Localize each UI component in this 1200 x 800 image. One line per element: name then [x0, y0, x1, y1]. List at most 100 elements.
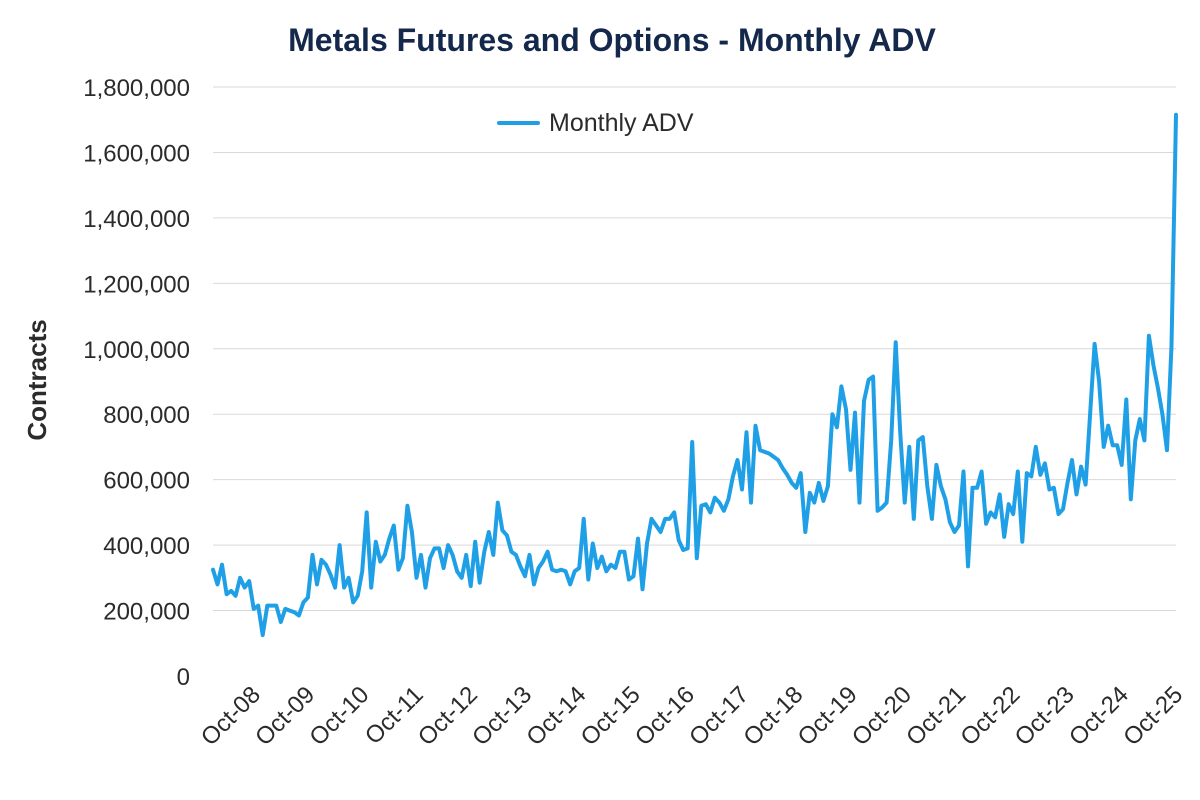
data-point [1038, 473, 1042, 477]
data-point [396, 568, 400, 572]
data-point [921, 435, 925, 439]
data-point [799, 471, 803, 475]
data-point [369, 586, 373, 590]
y-tick-label: 800,000 [103, 402, 190, 429]
data-point [609, 563, 613, 567]
data-point [564, 569, 568, 573]
data-point [1106, 424, 1110, 428]
data-point [342, 586, 346, 590]
data-point [523, 574, 527, 578]
data-point [1070, 458, 1074, 462]
data-point [424, 586, 428, 590]
data-point [1061, 507, 1065, 511]
data-point [668, 517, 672, 521]
data-point [867, 378, 871, 382]
data-point [758, 448, 762, 452]
y-tick-label: 1,800,000 [83, 75, 190, 102]
data-point [496, 501, 500, 505]
x-tick-label: Oct-15 [576, 681, 646, 751]
data-point [301, 600, 305, 604]
data-point [740, 488, 744, 492]
data-point [392, 524, 396, 528]
data-point [211, 568, 215, 572]
data-point [645, 542, 649, 546]
data-point [686, 546, 690, 550]
data-point [292, 610, 296, 614]
data-point [745, 430, 749, 434]
data-point [930, 517, 934, 521]
data-point [966, 564, 970, 568]
data-point [650, 517, 654, 521]
data-point [754, 424, 758, 428]
data-point [1093, 342, 1097, 346]
data-point [595, 566, 599, 570]
data-point [641, 587, 645, 591]
data-point [898, 430, 902, 434]
data-point [478, 581, 482, 585]
x-tick-label: Oct-17 [684, 681, 754, 751]
data-point [894, 340, 898, 344]
data-point [1020, 540, 1024, 544]
data-point [518, 564, 522, 568]
data-point [279, 620, 283, 624]
data-point [957, 524, 961, 528]
data-point [473, 540, 477, 544]
legend: Monthly ADV [497, 109, 694, 137]
data-point [849, 468, 853, 472]
data-point [247, 579, 251, 583]
data-point [858, 501, 862, 505]
data-point [419, 553, 423, 557]
data-point [428, 556, 432, 560]
data-point [1097, 380, 1101, 384]
data-point [790, 481, 794, 485]
data-point [1034, 445, 1038, 449]
series-line-monthly-adv [211, 112, 1178, 638]
data-point [989, 510, 993, 514]
data-point [880, 506, 884, 510]
data-point [401, 556, 405, 560]
data-point [677, 538, 681, 542]
data-point [939, 484, 943, 488]
data-point [1075, 492, 1079, 496]
x-tick-label: Oct-19 [793, 681, 863, 751]
data-point [537, 566, 541, 570]
data-point [767, 452, 771, 456]
data-point [487, 530, 491, 534]
data-point [636, 537, 640, 541]
data-point [618, 550, 622, 554]
data-point [500, 528, 504, 532]
data-point [311, 553, 315, 557]
data-point [781, 466, 785, 470]
data-point [568, 582, 572, 586]
x-tick-label: Oct-18 [738, 681, 808, 751]
data-point [541, 560, 545, 564]
data-point [329, 573, 333, 577]
data-point [306, 596, 310, 600]
data-point [265, 604, 269, 608]
data-point [844, 407, 848, 411]
data-point [826, 484, 830, 488]
data-point [1111, 443, 1115, 447]
data-point [378, 560, 382, 564]
data-point [270, 604, 274, 608]
data-point [315, 582, 319, 586]
data-point [1025, 471, 1029, 475]
data-point [600, 555, 604, 559]
data-point [442, 566, 446, 570]
data-point [451, 553, 455, 557]
data-point [1011, 512, 1015, 516]
data-point [1002, 535, 1006, 539]
data-point [1129, 497, 1133, 501]
data-point [817, 481, 821, 485]
data-point [654, 524, 658, 528]
data-point [871, 375, 875, 379]
data-point [713, 496, 717, 500]
data-point [229, 589, 233, 593]
y-tick-label: 400,000 [103, 533, 190, 560]
data-point [1066, 481, 1070, 485]
data-point [464, 553, 468, 557]
data-point [912, 517, 916, 521]
data-point [252, 607, 256, 611]
data-point [1102, 445, 1106, 449]
data-point [830, 412, 834, 416]
